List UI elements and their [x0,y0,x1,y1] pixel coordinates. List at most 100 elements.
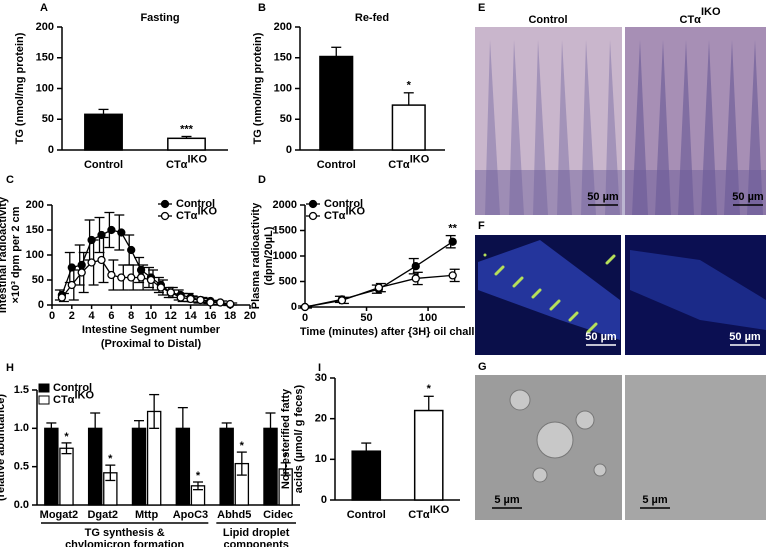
x-tick-label: CTα [388,159,410,171]
villus [509,40,524,215]
x-tick-label: Control [347,509,386,521]
x-tick-label: Cidec [263,509,293,521]
y-tick-label: 200 [36,21,54,33]
y-tick-label: 1000 [273,250,297,262]
x-tick-label: 4 [89,310,96,322]
x-axis-label: Time (minutes) after {3H} oil challenge [300,326,500,338]
x-tick-label: 12 [165,310,177,322]
series-line [304,241,454,308]
villus [533,40,548,215]
significance: * [240,440,245,452]
x-tick-label: 0 [49,310,55,322]
y-tick-label: 50 [42,113,54,125]
x-tick-label: Mttp [135,509,158,521]
group-label: TG synthesis & [85,527,165,539]
chart-title: Fasting [140,12,179,24]
bar [319,55,354,151]
y-tick-label: 150 [274,52,292,64]
x-tick-label: 100 [419,312,437,324]
group-label: components [223,539,288,547]
panel-letter: H [6,362,14,374]
y-axis-label: (dpm/20µL) [263,226,275,285]
y-tick-label: 10 [315,453,327,465]
legend-label: Control [176,198,215,210]
x-tick-label: Control [317,159,356,171]
significance: * [196,470,201,482]
bar [391,104,426,151]
lipid-droplet [531,295,535,299]
legend-marker [308,211,318,221]
panel-letter: C [6,174,14,186]
x-axis-label: (Proximal to Distal) [101,338,202,350]
x-tick-label: Mogat2 [40,509,79,521]
tissue [630,250,766,330]
y-tick-label: 100 [274,82,292,94]
marker [374,283,383,292]
x-tick-label: CTα [408,509,430,521]
marker [226,299,235,309]
legend-swatch [38,395,50,405]
lipid-droplet [605,261,609,265]
bar [167,137,206,151]
y-axis-label: Plasma radioactivity [250,202,262,309]
y-tick-label: 0 [321,494,327,506]
panel-letter: E [478,2,485,14]
legend-label: Control [324,198,363,210]
column-label: Control [528,14,567,26]
villus [747,40,763,215]
significance: * [108,453,113,465]
y-tick-label: 0 [286,144,292,156]
marker [107,225,116,235]
villus [485,40,500,215]
villus [605,40,620,215]
marker [136,273,146,282]
villus [678,40,694,215]
micrograph-control [475,27,622,215]
marker [97,230,106,240]
tissue [478,240,620,340]
lipid-droplet [575,410,595,430]
y-axis-label: ×10³ dpm per 2 cm [10,206,22,303]
marker [107,270,116,280]
panel-letter: G [478,361,487,373]
y-axis-label: Intestinal radioactivity [0,196,9,313]
bar [131,427,147,506]
marker [57,293,67,302]
y-tick-label: 0.0 [14,499,29,511]
marker [448,237,457,246]
column-label: CTα [680,14,702,26]
lipid-droplet [549,307,553,311]
y-tick-label: 1500 [273,224,297,236]
marker [166,288,175,297]
x-tick-label: 10 [145,310,157,322]
legend-label: CTα [53,394,75,406]
legend-label-superscript: IKO [74,390,94,402]
y-tick-label: 100 [26,249,44,261]
significance: * [407,80,412,92]
villus [557,40,572,215]
marker [146,275,156,285]
marker [156,283,166,292]
lipid-droplet [568,318,572,322]
bar [59,447,74,506]
marker [97,255,106,265]
significance: * [284,451,289,463]
marker [127,245,136,255]
lipid-droplet [512,284,516,288]
lipid-droplet [532,467,548,483]
y-axis-label: (relative abundance) [0,394,7,501]
marker [300,302,310,312]
y-tick-label: 2000 [273,199,297,211]
lipid-droplet [509,389,531,411]
bar [219,427,234,506]
marker [117,228,126,237]
scale-bar-label: 5 µm [494,494,520,506]
scale-bar-label: 50 µm [729,331,761,343]
bar [413,409,444,501]
villus [701,40,717,215]
villus [581,40,596,215]
y-tick-label: 50 [280,113,292,125]
marker [176,293,185,302]
y-tick-label: 0 [291,301,297,313]
legend-label: CTα [324,210,346,222]
